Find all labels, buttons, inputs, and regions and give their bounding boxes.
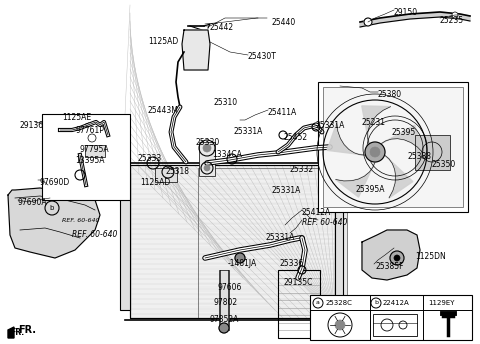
Circle shape [365,142,385,162]
Text: b: b [374,301,378,305]
Circle shape [452,12,458,18]
Bar [219,270,229,330]
Text: -1481JA: -1481JA [228,259,257,268]
Text: 25412A: 25412A [302,208,331,217]
Text: 25333: 25333 [137,154,161,163]
Bar [130,165,335,318]
Polygon shape [336,162,375,197]
Text: FR.: FR. [10,328,24,337]
Bar [120,173,130,310]
Text: 25442: 25442 [210,23,234,32]
Circle shape [364,18,372,26]
Polygon shape [381,125,423,153]
Text: 97802: 97802 [214,298,238,307]
Text: 29136: 29136 [20,121,44,130]
Text: 13395A: 13395A [75,156,105,165]
Text: 25331A: 25331A [233,127,263,136]
Bar [198,168,340,318]
Polygon shape [182,30,210,70]
Circle shape [394,255,400,261]
Text: 25385F: 25385F [375,262,404,271]
Text: REF. 60-640: REF. 60-640 [72,230,118,239]
Text: 1129EY: 1129EY [428,300,455,306]
Text: 1125AD: 1125AD [140,178,170,187]
Bar [198,168,340,318]
Circle shape [390,251,404,265]
Text: 25235: 25235 [440,16,464,25]
Bar [42,114,130,200]
Text: 97761P: 97761P [75,126,104,135]
Bar [340,173,347,313]
Circle shape [370,147,380,157]
Text: 25411A: 25411A [268,108,297,117]
Circle shape [203,144,211,152]
Circle shape [204,165,210,171]
Text: 25388: 25388 [408,152,432,161]
Polygon shape [8,327,14,338]
Text: 25328C: 25328C [326,300,353,306]
Text: 25440: 25440 [272,18,296,27]
Bar [318,82,468,212]
Text: 1334CA: 1334CA [212,150,242,159]
Text: 25331A: 25331A [265,233,294,242]
Text: 25336: 25336 [280,259,304,268]
Polygon shape [384,155,413,198]
Text: 25430T: 25430T [248,52,277,61]
Text: 25318: 25318 [165,167,189,176]
Bar [373,314,417,336]
Text: 97690A: 97690A [18,198,48,207]
Text: 1125AE: 1125AE [62,113,91,122]
Bar [130,165,335,318]
Text: 25452: 25452 [284,133,308,142]
Circle shape [219,323,229,333]
Text: REF. 60-640: REF. 60-640 [62,218,99,223]
Text: 25395A: 25395A [356,185,385,194]
Bar [323,87,463,207]
Bar [278,270,320,338]
Text: 1125AD: 1125AD [148,37,178,46]
Bar [310,295,472,340]
Text: 97606: 97606 [218,283,242,292]
Text: 25331A: 25331A [316,121,346,130]
Polygon shape [362,106,391,144]
Text: 25331A: 25331A [272,186,301,195]
Text: 25350: 25350 [432,160,456,169]
Text: 97795A: 97795A [80,145,109,154]
Polygon shape [360,12,470,27]
Text: 29135C: 29135C [284,278,313,287]
Polygon shape [327,123,365,155]
Text: 25395: 25395 [392,128,416,137]
Bar [85,145,105,157]
Polygon shape [362,230,420,280]
Polygon shape [8,188,100,258]
Text: REF. 60-640: REF. 60-640 [302,218,348,227]
Text: 1125DN: 1125DN [415,252,446,261]
Text: 25231: 25231 [362,118,386,127]
Text: 29150: 29150 [394,8,418,17]
Circle shape [335,320,345,330]
Text: a: a [316,301,320,305]
Text: 22412A: 22412A [383,300,410,306]
Bar [199,142,215,176]
Text: 97852A: 97852A [210,315,240,324]
Bar [155,168,177,182]
Bar [415,135,450,170]
Bar [335,173,343,310]
Text: 97690D: 97690D [40,178,70,187]
Text: 25330: 25330 [196,138,220,147]
Circle shape [235,253,245,263]
Text: 25332: 25332 [290,165,314,174]
Text: FR.: FR. [18,325,36,335]
Text: 25380: 25380 [378,90,402,99]
Text: b: b [50,205,54,211]
Text: 25310: 25310 [214,98,238,107]
Text: 25443M: 25443M [148,106,179,115]
